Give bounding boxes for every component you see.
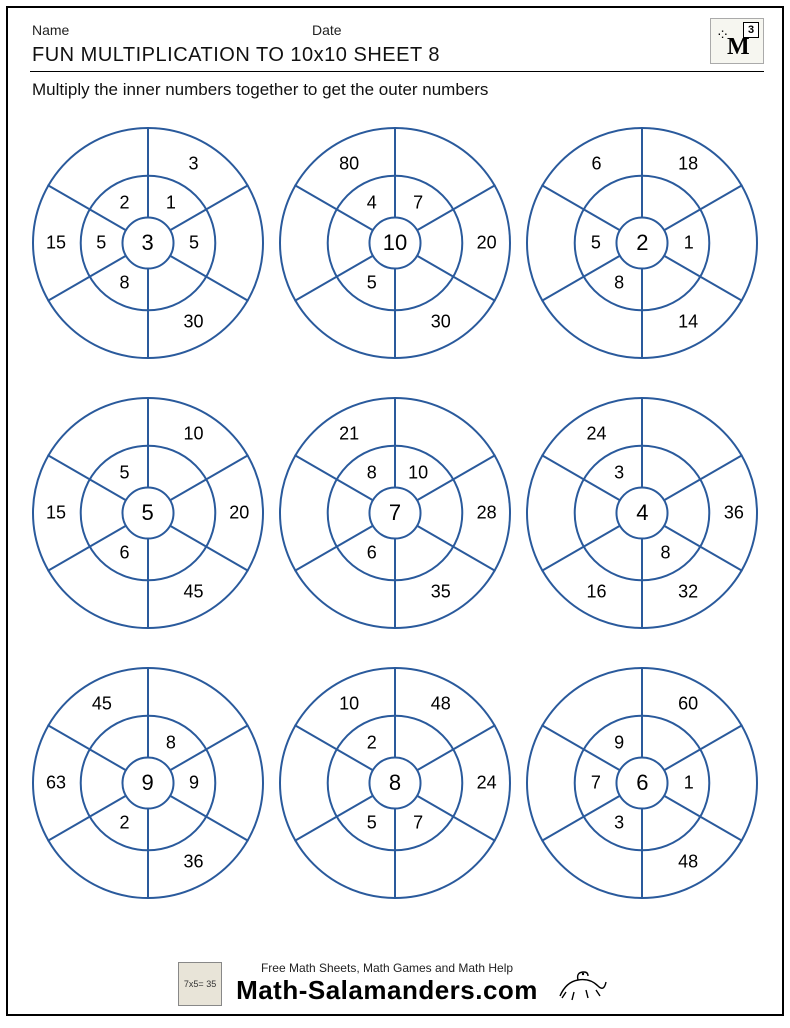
wheel-outer-slot: 21 (339, 423, 359, 444)
instructions-text: Multiply the inner numbers together to g… (8, 72, 782, 108)
wheel: 2 6 18 1 14 85 (523, 112, 762, 374)
wheel-inner-slot: 2 (367, 732, 377, 753)
wheel-inner-slot: 8 (614, 273, 624, 294)
wheel-inner-slot: 7 (591, 773, 601, 794)
wheel-outer-slot: 45 (92, 693, 112, 714)
wheel-outer-slot: 20 (229, 503, 249, 524)
worksheet-title: FUN MULTIPLICATION TO 10x10 SHEET 8 (8, 38, 782, 71)
wheel-inner-slot: 8 (119, 273, 129, 294)
wheel-inner-slot: 6 (119, 543, 129, 564)
wheel-outer-slot: 35 (431, 582, 451, 603)
wheel-outer-slot: 30 (431, 312, 451, 333)
wheel-outer-slot: 30 (183, 312, 203, 333)
wheel-center: 3 (142, 230, 154, 256)
worksheet-page: Name Date 3 M FUN MULTIPLICATION TO 10x1… (6, 6, 784, 1016)
wheel: 69 60 1 48 37 (523, 652, 762, 914)
wheel-outer-slot: 20 (477, 233, 497, 254)
wheel-inner-slot: 1 (166, 192, 176, 213)
footer-text: Free Math Sheets, Math Games and Math He… (236, 961, 538, 1006)
wheel-outer-slot: 24 (586, 423, 606, 444)
wheel-inner-slot: 10 (408, 462, 428, 483)
wheel-outer-slot: 28 (477, 503, 497, 524)
wheel-inner-slot: 4 (367, 192, 377, 213)
wheel-inner-slot: 2 (119, 192, 129, 213)
wheel: 32135308515 (28, 112, 267, 374)
wheel-outer-slot: 15 (46, 503, 66, 524)
wheel-inner-slot: 2 (119, 813, 129, 834)
wheel-center: 6 (636, 770, 648, 796)
wheel-inner-slot: 6 (367, 543, 377, 564)
logo-m-icon: M (727, 34, 750, 61)
wheel-inner-slot: 9 (189, 773, 199, 794)
wheel-inner-slot: 5 (367, 273, 377, 294)
wheel-inner-slot: 8 (660, 543, 670, 564)
wheel-center: 10 (383, 230, 407, 256)
wheel-outer-slot: 10 (339, 693, 359, 714)
wheel-outer-slot: 10 (183, 423, 203, 444)
footer-tagline: Free Math Sheets, Math Games and Math He… (236, 961, 538, 975)
wheel: 82 10 48 24 7 5 (275, 652, 514, 914)
wheel: 9 45 89 36 2 63 (28, 652, 267, 914)
wheel-outer-slot: 24 (477, 773, 497, 794)
wheel-outer-slot: 16 (586, 582, 606, 603)
grade-logo: 3 M (710, 18, 764, 64)
name-label: Name (32, 22, 312, 38)
wheel-center: 8 (389, 770, 401, 796)
wheel: 55 10 20 45 6 15 (28, 382, 267, 644)
wheel-inner-slot: 5 (367, 813, 377, 834)
wheel-inner-slot: 7 (413, 813, 423, 834)
wheel-inner-slot: 5 (189, 233, 199, 254)
wheel-center: 7 (389, 500, 401, 526)
wheel-inner-slot: 5 (96, 233, 106, 254)
wheel-outer-slot: 48 (678, 852, 698, 873)
wheel-outer-slot: 63 (46, 773, 66, 794)
footer-brand: Math-Salamanders.com (236, 975, 538, 1006)
wheel-inner-slot: 8 (166, 732, 176, 753)
wheel-inner-slot: 1 (684, 233, 694, 254)
wheel-center: 4 (636, 500, 648, 526)
wheel-center: 5 (142, 500, 154, 526)
wheel-center: 2 (636, 230, 648, 256)
wheel-outer-slot: 3 (188, 153, 198, 174)
wheels-grid: 32135308515 10480720305 261811485 551020… (8, 108, 782, 914)
wheel-outer-slot: 6 (591, 153, 601, 174)
wheel-outer-slot: 18 (678, 153, 698, 174)
wheel-outer-slot: 36 (724, 503, 744, 524)
wheel: 10 4 80 7 20 30 5 (275, 112, 514, 374)
wheel-inner-slot: 5 (119, 462, 129, 483)
date-label: Date (312, 22, 512, 38)
header-fields: Name Date (8, 8, 782, 38)
wheel-outer-slot: 48 (431, 693, 451, 714)
wheel-outer-slot: 80 (339, 153, 359, 174)
footer-logo-icon: 7x5= 35 (178, 962, 222, 1006)
wheel-inner-slot: 3 (614, 813, 624, 834)
salamander-icon (552, 962, 612, 1006)
wheel-outer-slot: 60 (678, 693, 698, 714)
wheel: 43 24 36 8 32 16 (523, 382, 762, 644)
wheel-outer-slot: 32 (678, 582, 698, 603)
wheel-inner-slot: 3 (614, 462, 624, 483)
wheel-inner-slot: 9 (614, 732, 624, 753)
wheel-outer-slot: 36 (183, 852, 203, 873)
wheel-center: 9 (142, 770, 154, 796)
wheel: 78 21 10 28 35 6 (275, 382, 514, 644)
wheel-inner-slot: 1 (684, 773, 694, 794)
wheel-outer-slot: 45 (183, 582, 203, 603)
wheel-outer-slot: 15 (46, 233, 66, 254)
wheel-inner-slot: 5 (591, 233, 601, 254)
wheel-outer-slot: 14 (678, 312, 698, 333)
wheel-inner-slot: 8 (367, 462, 377, 483)
wheel-inner-slot: 7 (413, 192, 423, 213)
footer: 7x5= 35 Free Math Sheets, Math Games and… (8, 961, 782, 1006)
